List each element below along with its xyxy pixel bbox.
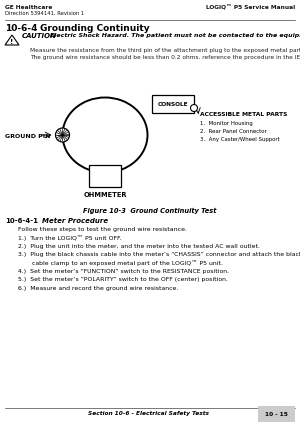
Text: Follow these steps to test the ground wire resistance.: Follow these steps to test the ground wi… [18,227,187,232]
Bar [89,165,121,187]
Text: GE Healthcare: GE Healthcare [5,5,52,10]
Text: Section 10-6 - Electrical Safety Tests: Section 10-6 - Electrical Safety Tests [88,411,208,416]
Text: 1.)  Turn the LOGIQ™ P5 unit OFF.: 1.) Turn the LOGIQ™ P5 unit OFF. [18,235,122,241]
Text: 3.  Any Caster/Wheel Support: 3. Any Caster/Wheel Support [200,137,280,142]
Text: 1.  Monitor Housing: 1. Monitor Housing [200,121,253,126]
Polygon shape [5,35,19,45]
Text: 2.  Rear Panel Connector: 2. Rear Panel Connector [200,129,267,134]
Text: Figure 10-3  Ground Continuity Test: Figure 10-3 Ground Continuity Test [83,208,217,214]
Text: GROUND PIN: GROUND PIN [5,134,50,139]
Text: 3.)  Plug the black chassis cable into the meter’s “CHASSIS” connector and attac: 3.) Plug the black chassis cable into th… [18,252,300,257]
Circle shape [190,105,197,111]
Text: Electric Shock Hazard. The patient must not be contacted to the equipment during: Electric Shock Hazard. The patient must … [50,33,300,38]
Text: Grounding Continuity: Grounding Continuity [40,24,150,33]
Bar [152,95,194,113]
Text: 10 - 15: 10 - 15 [265,411,288,416]
Text: CAUTION: CAUTION [22,33,57,39]
Text: cable clamp to an exposed metal part of the LOGIQ™ P5 unit.: cable clamp to an exposed metal part of … [18,261,223,266]
Text: 5.)  Set the meter’s “POLARITY” switch to the OFF (center) position.: 5.) Set the meter’s “POLARITY” switch to… [18,278,228,283]
Text: CONSOLE: CONSOLE [158,102,188,107]
Text: 2.)  Plug the unit into the meter, and the meter into the tested AC wall outlet.: 2.) Plug the unit into the meter, and th… [18,244,260,249]
Text: Meter Procedure: Meter Procedure [42,218,108,224]
Text: 6.)  Measure and record the ground wire resistance.: 6.) Measure and record the ground wire r… [18,286,178,291]
Circle shape [56,128,70,142]
Text: 10-6-4-1: 10-6-4-1 [5,218,38,224]
Text: Measure the resistance from the third pin of the attachment plug to the exposed : Measure the resistance from the third pi… [30,48,300,53]
Text: LOGIQ™ P5 Service Manual: LOGIQ™ P5 Service Manual [206,5,295,10]
Text: 4.)  Set the meter’s “FUNCTION” switch to the RESISTANCE position.: 4.) Set the meter’s “FUNCTION” switch to… [18,269,229,274]
Text: The ground wire resistance should be less than 0.2 ohms. reference the procedure: The ground wire resistance should be les… [30,55,300,60]
Text: ACCESSIBLE METAL PARTS: ACCESSIBLE METAL PARTS [200,112,287,117]
Text: Direction 5394141, Revision 1: Direction 5394141, Revision 1 [5,11,84,16]
Text: 10-6-4: 10-6-4 [5,24,38,33]
Bar [258,406,295,422]
Text: OHMMETER: OHMMETER [83,192,127,198]
Text: !: ! [11,39,14,45]
